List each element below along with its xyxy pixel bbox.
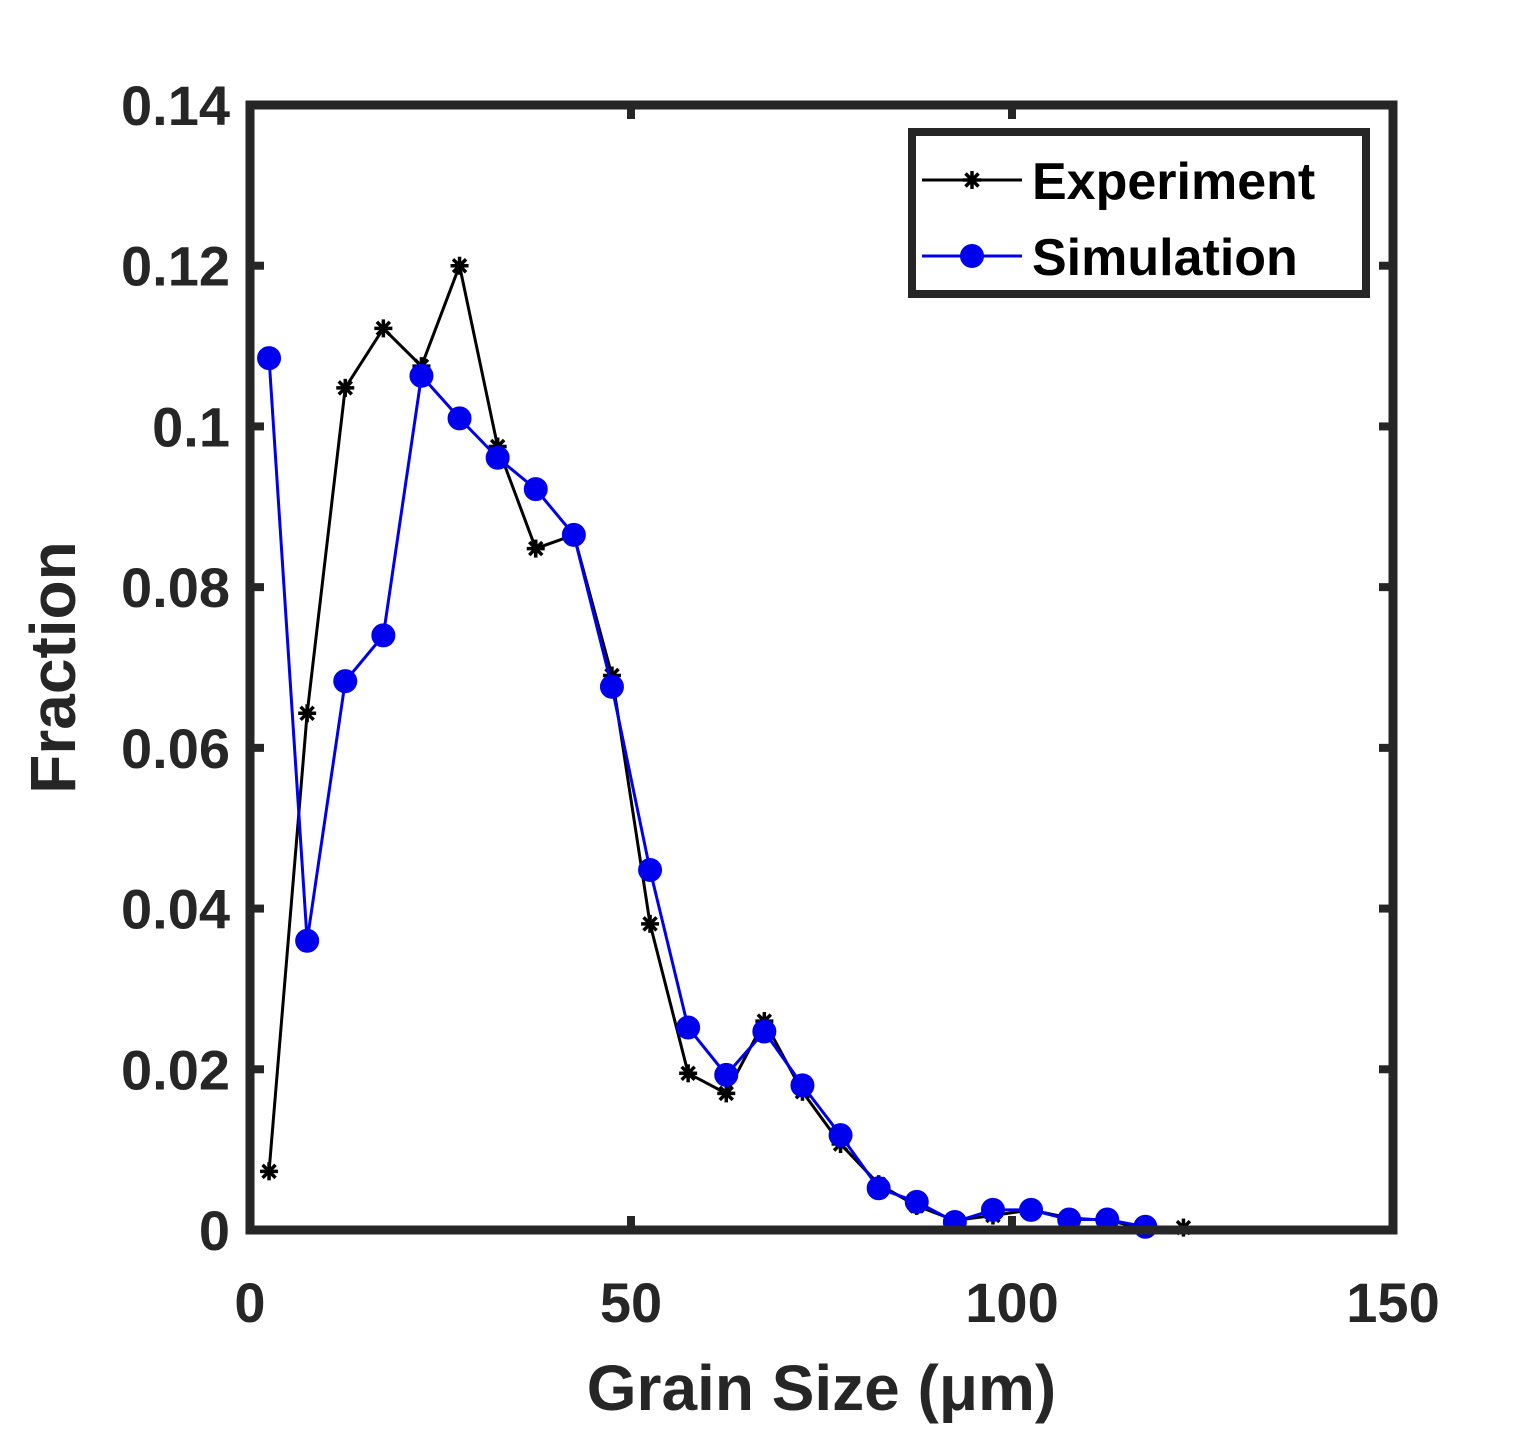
simulation-point	[371, 623, 396, 648]
legend-label-simulation: Simulation	[1032, 229, 1298, 287]
y-tick-label: 0.12	[121, 235, 230, 298]
y-tick-label: 0	[199, 1199, 230, 1262]
simulation-point	[523, 477, 548, 502]
x-tick-label: 100	[965, 1271, 1058, 1334]
simulation-point	[714, 1062, 739, 1087]
simulation-point	[790, 1073, 815, 1098]
simulation-point	[676, 1015, 701, 1040]
y-tick-label: 0.14	[121, 74, 230, 137]
simulation-series	[257, 346, 1158, 1239]
x-tick-label: 50	[600, 1271, 662, 1334]
legend-label-experiment: Experiment	[1032, 153, 1315, 211]
experiment-point	[336, 378, 355, 397]
x-tick-label: 150	[1346, 1271, 1439, 1334]
simulation-point	[599, 674, 624, 699]
y-tick-label: 0.02	[121, 1038, 230, 1101]
experiment-point	[260, 1162, 279, 1181]
simulation-point	[828, 1123, 853, 1148]
x-axis-label: Grain Size (μm)	[587, 1352, 1056, 1424]
simulation-point	[447, 406, 472, 431]
legend-marker-experiment	[963, 171, 981, 189]
axes-frame	[245, 100, 1398, 1235]
simulation-point	[752, 1019, 777, 1044]
y-tick-label: 0.06	[121, 717, 230, 780]
legend-box	[908, 128, 1370, 298]
y-tick-label: 0.1	[152, 395, 230, 458]
simulation-point	[980, 1197, 1005, 1222]
simulation-point	[257, 346, 282, 371]
experiment-point	[374, 319, 393, 338]
experiment-point	[641, 914, 660, 933]
experiment-point	[450, 256, 469, 275]
experiment-point	[298, 704, 317, 723]
y-tick-label: 0.08	[121, 556, 230, 619]
legend-marker-simulation	[960, 244, 984, 268]
simulation-point	[904, 1189, 929, 1214]
experiment-point	[679, 1064, 698, 1083]
simulation-point	[561, 522, 586, 547]
simulation-point	[866, 1176, 891, 1201]
simulation-line	[267, 358, 1146, 1229]
experiment-series	[260, 256, 1193, 1238]
simulation-point	[295, 928, 320, 953]
y-tick-label: 0.04	[121, 878, 230, 941]
experiment-point	[717, 1084, 736, 1103]
series-layer	[257, 256, 1193, 1239]
simulation-point	[485, 445, 510, 470]
simulation-point	[1019, 1197, 1044, 1222]
y-axis-ticks: 0 0.02 0.04 0.06 0.08 0.1 0.12 0.14	[121, 74, 1393, 1262]
experiment-point	[526, 539, 545, 558]
legend: Experiment Simulation	[908, 128, 1370, 298]
x-tick-label: 0	[234, 1271, 265, 1334]
simulation-point	[333, 669, 358, 694]
simulation-point	[409, 363, 434, 388]
simulation-point	[638, 858, 663, 882]
y-axis-label: Fraction	[17, 541, 89, 793]
